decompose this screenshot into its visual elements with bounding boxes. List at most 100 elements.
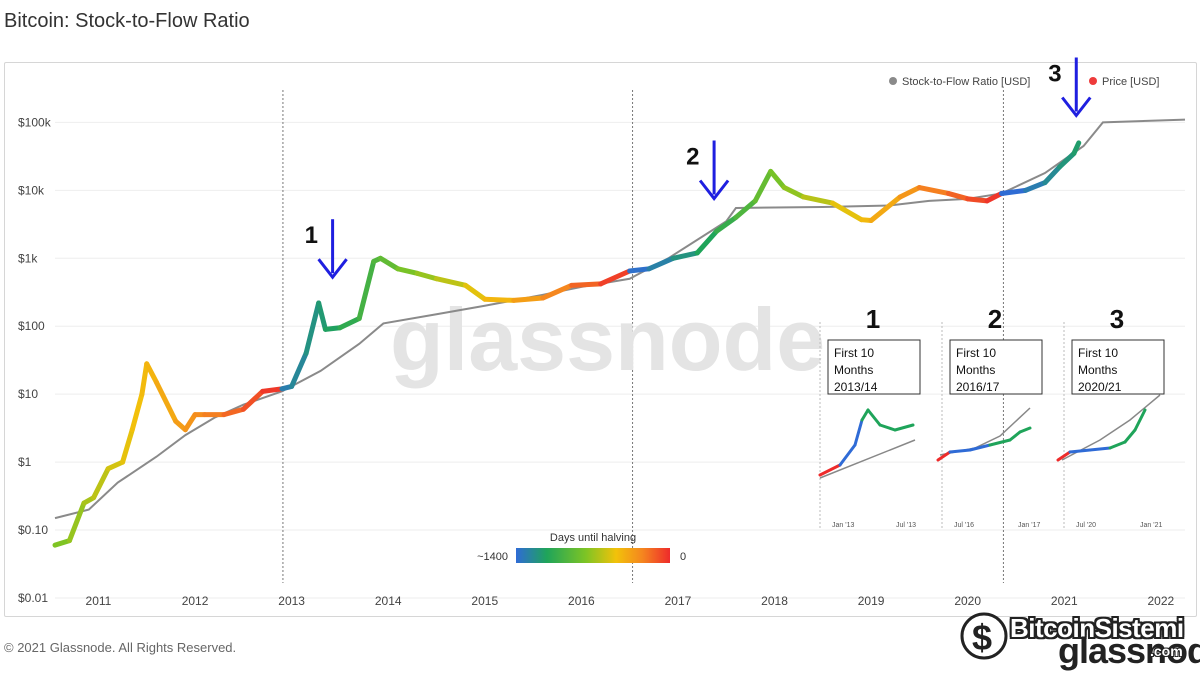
- y-tick-label: $100: [18, 319, 45, 333]
- price-segment: [240, 388, 266, 412]
- price-segment: [414, 270, 439, 282]
- x-tick-label: 2020: [954, 594, 981, 608]
- inset-price-segment: [838, 443, 857, 467]
- price-segment: [768, 168, 787, 191]
- inset-text: 2020/21: [1078, 380, 1122, 394]
- insets: 1 First 10 Months 2013/14 Jan '13 Jul '13 2 Fir…: [818, 304, 1165, 530]
- price-segment: [868, 194, 903, 224]
- x-tick-label: 2015: [471, 594, 498, 608]
- inset-text: First 10: [956, 346, 996, 360]
- inset-price-segment: [1108, 440, 1127, 450]
- price-segment: [144, 361, 159, 385]
- inset-number: 3: [1110, 304, 1124, 334]
- price-segment: [377, 255, 401, 272]
- price-segment: [120, 427, 135, 465]
- price-segment: [1042, 164, 1062, 186]
- price-segment: [781, 185, 807, 200]
- price-segment: [52, 538, 72, 548]
- legend-entry: Stock-to-Flow Ratio [USD]: [902, 76, 1030, 88]
- x-tick-label: 2019: [858, 594, 885, 608]
- x-tick-label: 2018: [761, 594, 788, 608]
- inset-text: First 10: [834, 346, 874, 360]
- x-tick-label: 2012: [182, 594, 209, 608]
- price-segment: [733, 198, 758, 220]
- price-segment: [182, 412, 198, 433]
- x-tick-label: 2016: [568, 594, 595, 608]
- price-segment: [337, 315, 362, 331]
- inset-price-segment: [988, 438, 1012, 447]
- inset-text: 2016/17: [956, 380, 1000, 394]
- inset-x-label: Jul '20: [1076, 522, 1096, 529]
- colorbar: Days until halving ~1400 0: [477, 532, 686, 563]
- brand-logo-text: glassnode: [1058, 630, 1200, 671]
- page-title: Bitcoin: Stock-to-Flow Ratio: [4, 10, 250, 32]
- copyright-footer: © 2021 Glassnode. All Rights Reserved.: [4, 640, 237, 655]
- inset-price-segment: [936, 450, 952, 462]
- price-segment: [627, 266, 652, 274]
- inset-x-label: Jan '21: [1140, 522, 1162, 529]
- inset-s2f-line: [819, 439, 916, 479]
- inset-text: Months: [834, 363, 873, 377]
- y-tick-label: $10: [18, 387, 38, 401]
- inset-x-label: Jul '13: [896, 522, 916, 529]
- x-tick-label: 2011: [86, 594, 112, 608]
- inset-text: 2013/14: [834, 380, 878, 394]
- price-segment: [221, 406, 246, 418]
- price-segment: [482, 296, 517, 303]
- inset-text: First 10: [1078, 346, 1118, 360]
- x-tick-label: 2021: [1051, 594, 1078, 608]
- bitcoin-sistemi-logo: $: [960, 612, 1008, 660]
- arrow-head: [1061, 96, 1092, 118]
- chart-frame: [4, 62, 1197, 617]
- price-segment: [646, 255, 676, 272]
- y-tick-label: $1: [18, 455, 32, 469]
- price-segment: [984, 190, 1004, 204]
- y-tick-label: $1k: [18, 251, 38, 265]
- inset-price-segment: [968, 443, 992, 452]
- x-tick-label: 2014: [375, 594, 402, 608]
- price-segment: [1071, 140, 1082, 156]
- arrow-annotations: 1 2 3: [305, 57, 1092, 280]
- price-segment: [670, 250, 700, 261]
- inset-price-segment: [853, 418, 864, 447]
- colorbar-title: Days until halving: [550, 532, 636, 544]
- colorbar-min-label: ~1400: [477, 551, 508, 563]
- inset-s2f-line: [939, 407, 1031, 456]
- price-segment: [129, 391, 145, 433]
- inset-number: 2: [988, 304, 1002, 334]
- inset-price-segment: [860, 408, 870, 422]
- inset-price-segment: [1018, 426, 1032, 434]
- inset-price-segment: [1088, 446, 1112, 452]
- price-segment: [540, 282, 575, 301]
- annotation-label: 2: [686, 144, 699, 171]
- price-segment: [945, 190, 971, 202]
- price-series: [52, 140, 1082, 548]
- x-axis: 2011 2012 2013 2014 2015 2016 2017 2018 2019 2020…: [86, 594, 1175, 608]
- price-segment: [303, 300, 322, 356]
- x-tick-label: 2017: [665, 594, 692, 608]
- inset-textbox: [1071, 339, 1165, 395]
- x-tick-label: 2013: [278, 594, 305, 608]
- annotation-label: 3: [1048, 60, 1061, 87]
- price-segment: [998, 187, 1029, 196]
- y-tick-label: $100k: [18, 115, 52, 129]
- price-segment: [139, 361, 150, 397]
- price-segment: [801, 194, 835, 206]
- brand-domain: .com: [1150, 643, 1183, 659]
- price-segment: [569, 281, 604, 288]
- watermark: glassnode: [390, 290, 825, 389]
- legend-marker: [889, 77, 897, 85]
- inset-number: 1: [866, 304, 880, 334]
- price-segment: [289, 350, 309, 389]
- price-segment: [1056, 150, 1077, 170]
- price-segment: [462, 282, 488, 302]
- price-segment: [916, 185, 951, 196]
- price-segment: [395, 266, 420, 276]
- inset-price-segment: [818, 463, 842, 477]
- x-tick-label: 2022: [1148, 594, 1175, 608]
- price-segment: [260, 386, 285, 394]
- price-segment: [714, 214, 739, 234]
- price-segment: [897, 185, 922, 200]
- arrow-head: [317, 258, 348, 280]
- inset-textbox: [827, 339, 921, 395]
